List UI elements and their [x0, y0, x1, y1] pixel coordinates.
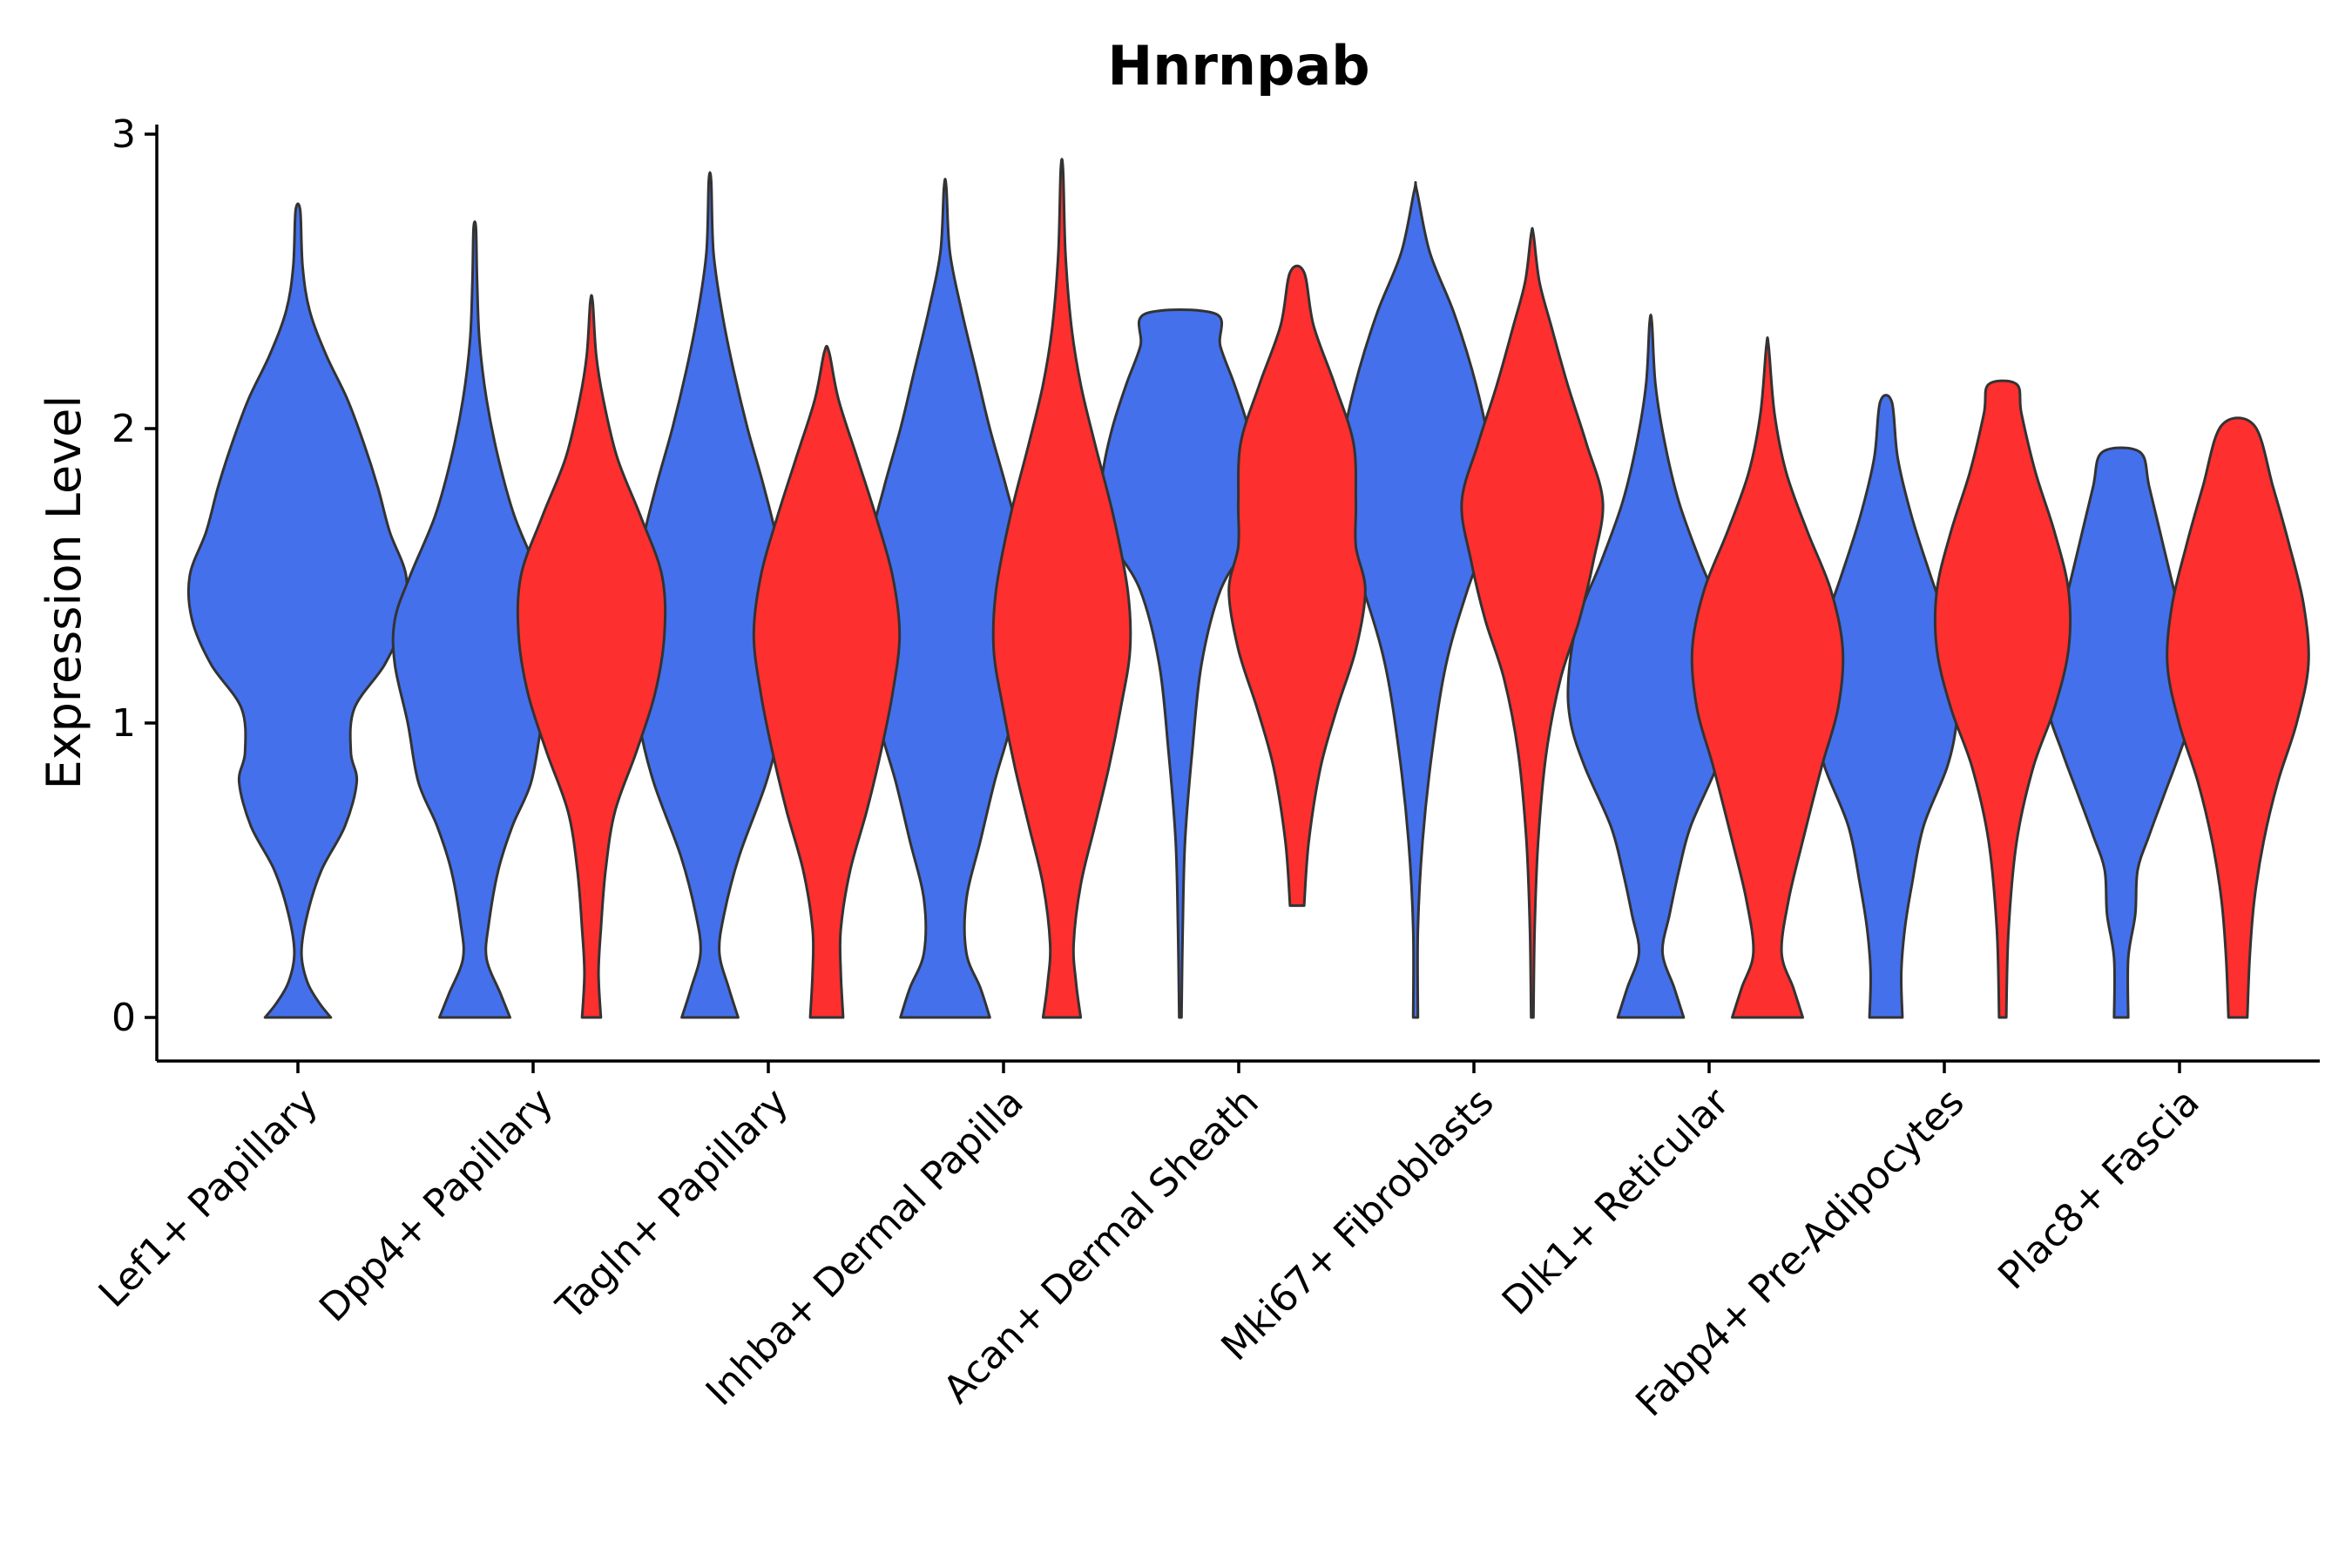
x-tick-label-mki67-fibroblasts: Mki67+ Fibroblasts [1213, 1080, 1502, 1369]
violin-group-blue-mki67-fibroblasts [1334, 180, 1497, 1019]
x-tick-label-dlk1-reticular: Dlk1+ Reticular [1494, 1079, 1739, 1324]
y-axis-label: Expression Level [37, 395, 91, 790]
x-tick-label-tagln-papillary: Tagln+ Papillary [548, 1080, 797, 1329]
violin-group-blue-lef1-papillary [186, 202, 409, 1019]
violin-group-blue-dlk1-reticular [1566, 313, 1735, 1019]
violin-group-red-tagln-papillary [752, 344, 902, 1019]
x-tick-label-plac8-fascia: Plac8+ Fascia [1990, 1080, 2208, 1299]
violin-group-red-plac8-fascia [2166, 416, 2310, 1019]
y-axis-ticks: 0 1 2 3 [112, 112, 157, 1040]
violin-group-blue-acan-dermal-sheath [1098, 308, 1263, 1019]
violin-group-red-fabp4-pre-adipocytes [1933, 379, 2072, 1019]
violin-group-red-dlk1-reticular [1690, 336, 1845, 1019]
y-tick-label: 3 [112, 112, 136, 157]
violin-group-blue-fabp4-pre-adipocytes [1811, 394, 1961, 1019]
violin-group-red-inhba-dermal-papilla [991, 158, 1132, 1019]
violin-group-blue-dpp4-papillary [391, 220, 558, 1019]
plot-area [186, 158, 2310, 1019]
violin-group-red-dpp4-papillary [516, 294, 667, 1019]
x-tick-label-lef1-papillary: Lef1+ Papillary [91, 1080, 327, 1316]
violin-group-blue-inhba-dermal-papilla [866, 178, 1024, 1019]
y-tick-label: 1 [112, 701, 136, 746]
x-tick-label-dpp4-papillary: Dpp4+ Papillary [311, 1080, 562, 1331]
violin-group-red-acan-dermal-sheath [1227, 264, 1367, 908]
y-tick-label: 0 [112, 996, 136, 1040]
violin-group-red-mki67-fibroblasts [1460, 226, 1605, 1019]
violin-group-blue-plac8-fascia [2045, 446, 2197, 1019]
chart-title: Hnrnpab [1107, 34, 1369, 98]
y-tick-label: 2 [112, 407, 136, 451]
violin-group-blue-tagln-papillary [632, 171, 787, 1019]
